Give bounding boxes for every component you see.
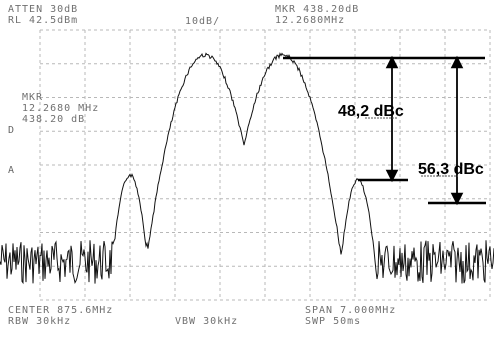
vbw-readout: VBW 30kHz xyxy=(175,316,239,327)
marker-box-frequency: 12.2680 MHz xyxy=(22,103,100,114)
marker-level-readout: MKR 438.20dB xyxy=(275,4,360,15)
near-spur-dbc-label: 48,2 dBc xyxy=(338,103,404,120)
span-readout: SPAN 7.000MHz xyxy=(305,305,397,316)
scale-readout: 10dB/ xyxy=(185,16,221,27)
sweep-readout: SWP 50ms xyxy=(305,316,362,327)
reference-level-readout: RL 42.5dBm xyxy=(8,15,79,26)
marker-box: MKR 12.2680 MHz 438.20 dB xyxy=(22,92,99,125)
marker-frequency-readout: 12.2680MHz xyxy=(275,15,346,26)
rbw-readout: RBW 30kHz xyxy=(8,316,72,327)
far-spur-dbc-label: 56,3 dBc xyxy=(418,161,484,178)
attenuation-readout: ATTEN 30dB xyxy=(8,4,79,15)
marker-box-title: MKR xyxy=(22,92,44,103)
side-label-a: A xyxy=(8,165,15,176)
header-left: ATTEN 30dB RL 42.5dBm xyxy=(8,4,78,26)
footer-left: CENTER 875.6MHz RBW 30kHz xyxy=(8,305,113,327)
footer-right: SPAN 7.000MHz SWP 50ms xyxy=(305,305,396,327)
side-label-d: D xyxy=(8,125,15,136)
center-frequency-readout: CENTER 875.6MHz xyxy=(8,305,114,316)
marker-box-level: 438.20 dB xyxy=(22,114,86,125)
header-right: MKR 438.20dB 12.2680MHz xyxy=(275,4,359,26)
